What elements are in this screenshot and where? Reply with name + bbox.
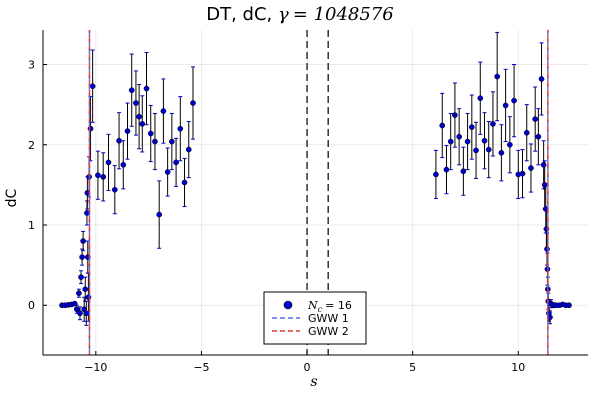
chart-title: DT, dC, γ = 1048576 (206, 4, 393, 25)
data-point (73, 306, 80, 313)
data-point (173, 159, 179, 166)
data-point (433, 171, 439, 178)
data-point (498, 149, 505, 156)
data-point (152, 138, 158, 145)
y-tick-label: 0 (28, 299, 35, 312)
data-point (502, 102, 509, 109)
data-point (133, 100, 139, 106)
data-point (79, 254, 85, 260)
legend: Nc = 16 GWW 1 GWW 2 (263, 291, 367, 345)
data-points (59, 73, 572, 321)
data-point (460, 168, 467, 175)
x-tick-label: −5 (193, 361, 209, 374)
chart-title-prefix: DT, dC, (206, 4, 278, 25)
legend-marker-points (283, 300, 293, 310)
data-point (143, 85, 150, 92)
data-point (136, 113, 142, 120)
y-ticks: 0 1 2 3 (28, 59, 47, 312)
data-point (71, 300, 78, 307)
data-point (89, 83, 96, 90)
data-point (523, 129, 530, 136)
data-point (177, 125, 184, 132)
legend-label-gww1: GWW 1 (308, 312, 349, 325)
data-point (111, 186, 118, 193)
y-tick-label: 3 (28, 59, 35, 72)
data-point (544, 246, 550, 252)
x-tick-label: 10 (511, 361, 525, 374)
chart-title-gamma: γ (278, 4, 289, 25)
data-point (456, 133, 462, 140)
data-point (77, 310, 83, 317)
data-point (541, 182, 548, 188)
data-point (452, 112, 458, 118)
data-point (95, 172, 101, 179)
data-point (105, 159, 112, 166)
data-point (485, 146, 492, 153)
data-point (443, 166, 450, 173)
data-point (477, 95, 484, 102)
data-point (538, 76, 545, 82)
data-point (87, 125, 94, 132)
data-point (83, 310, 90, 317)
data-point (481, 137, 488, 144)
x-tick-label: −10 (84, 361, 107, 374)
gww-lines (88, 30, 549, 355)
data-point (439, 122, 446, 129)
legend-points-value: = 16 (325, 299, 352, 312)
y-tick-label: 1 (28, 219, 35, 232)
legend-points-symbol: N (307, 299, 318, 312)
axes (42, 30, 588, 356)
data-point (468, 124, 475, 130)
data-point (532, 116, 539, 122)
data-point (519, 170, 526, 177)
y-tick-label: 2 (28, 139, 35, 152)
data-point (490, 121, 496, 127)
data-point (124, 128, 131, 134)
x-ticks: −10 −5 0 5 10 (84, 351, 525, 374)
x-tick-label: 5 (409, 361, 416, 374)
data-point (78, 274, 84, 281)
data-point (76, 290, 82, 297)
data-point (85, 294, 92, 301)
data-point (185, 146, 192, 153)
chart-title-gamma-value: = 1048576 (293, 4, 394, 25)
data-point (160, 108, 167, 114)
data-point (156, 211, 163, 218)
data-point (116, 137, 122, 144)
data-point (169, 138, 175, 145)
data-point (447, 138, 454, 145)
x-tick-label: 0 (304, 361, 311, 374)
data-point (473, 147, 479, 154)
y-axis-label: dC (4, 188, 20, 207)
data-point (128, 87, 135, 94)
data-point (506, 141, 513, 148)
data-point (100, 174, 107, 180)
legend-label-gww2: GWW 2 (308, 325, 349, 338)
data-point (464, 138, 471, 145)
data-point (540, 161, 547, 168)
data-point (535, 133, 542, 140)
data-point (190, 100, 196, 106)
data-point (80, 238, 86, 244)
data-point (82, 286, 89, 293)
data-point (139, 121, 146, 127)
data-point (566, 302, 572, 309)
data-point (528, 165, 534, 171)
legend-points-subscript: c (318, 305, 323, 314)
data-point (147, 130, 154, 137)
data-point (511, 97, 517, 104)
legend-label-points: Nc = 16 (307, 299, 352, 314)
x-axis-label: s (310, 374, 317, 390)
data-point (164, 169, 171, 175)
data-point (494, 73, 501, 80)
data-point (181, 179, 188, 186)
data-point (120, 161, 127, 168)
